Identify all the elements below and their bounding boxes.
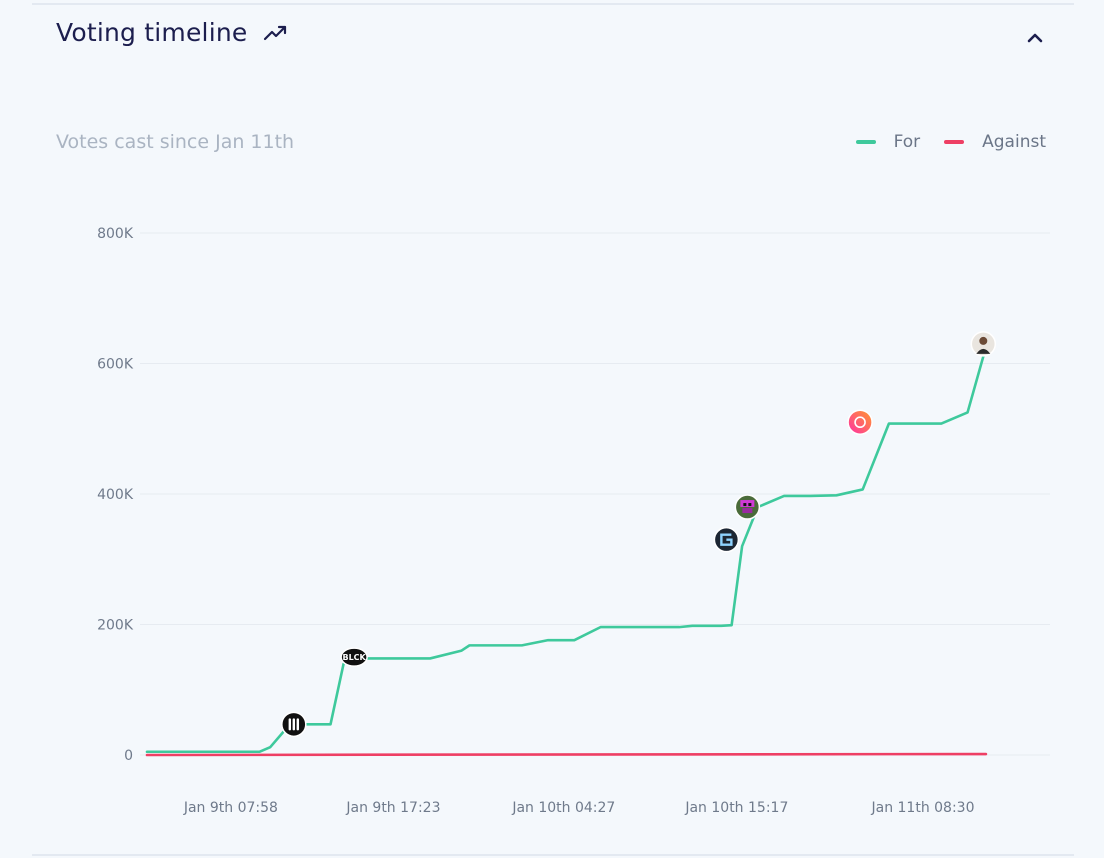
chart-legend: For Against: [832, 132, 1046, 152]
chevron-up-icon: [1027, 33, 1043, 43]
series-line-against: [145, 752, 988, 757]
y-tick-label: 600K: [97, 357, 134, 373]
x-tick-label: Jan 9th 07:58: [183, 800, 278, 816]
legend-swatch-against: [944, 140, 965, 144]
person-photo-avatar-icon[interactable]: [970, 331, 997, 357]
pause-bars-avatar-icon[interactable]: [281, 711, 307, 738]
section-title: Voting timeline: [56, 18, 248, 47]
gradient-hand-avatar-icon[interactable]: [847, 409, 873, 435]
series-line-for: [145, 345, 988, 754]
x-tick-label: Jan 10th 15:17: [684, 800, 788, 816]
pixel-avatar-icon[interactable]: [734, 494, 761, 520]
y-tick-label: 400K: [97, 487, 134, 503]
legend-label-against: Against: [982, 132, 1046, 152]
x-tick-label: Jan 9th 17:23: [345, 800, 440, 816]
y-tick-label: 200K: [97, 618, 134, 634]
section-header: Voting timeline: [56, 18, 291, 47]
trending-up-icon: [263, 22, 291, 44]
chart-title: Votes cast since Jan 11th: [56, 131, 295, 153]
legend-swatch-for: [855, 140, 876, 144]
y-tick-label: 0: [124, 748, 133, 764]
legend-label-for: For: [893, 132, 921, 152]
svg-text:BLCK: BLCK: [342, 653, 366, 662]
blck-logo-avatar-icon[interactable]: BLCK: [340, 647, 368, 667]
g-logo-avatar-icon[interactable]: [713, 526, 740, 553]
card-top-border: [32, 3, 1074, 5]
legend-item-against[interactable]: Against: [944, 132, 1046, 152]
y-tick-label: 800K: [97, 226, 134, 242]
x-tick-label: Jan 10th 04:27: [511, 800, 615, 816]
x-tick-label: Jan 11th 08:30: [870, 800, 974, 816]
legend-item-for[interactable]: For: [855, 132, 921, 152]
collapse-button[interactable]: [1020, 24, 1050, 50]
card-bottom-border: [32, 854, 1074, 856]
